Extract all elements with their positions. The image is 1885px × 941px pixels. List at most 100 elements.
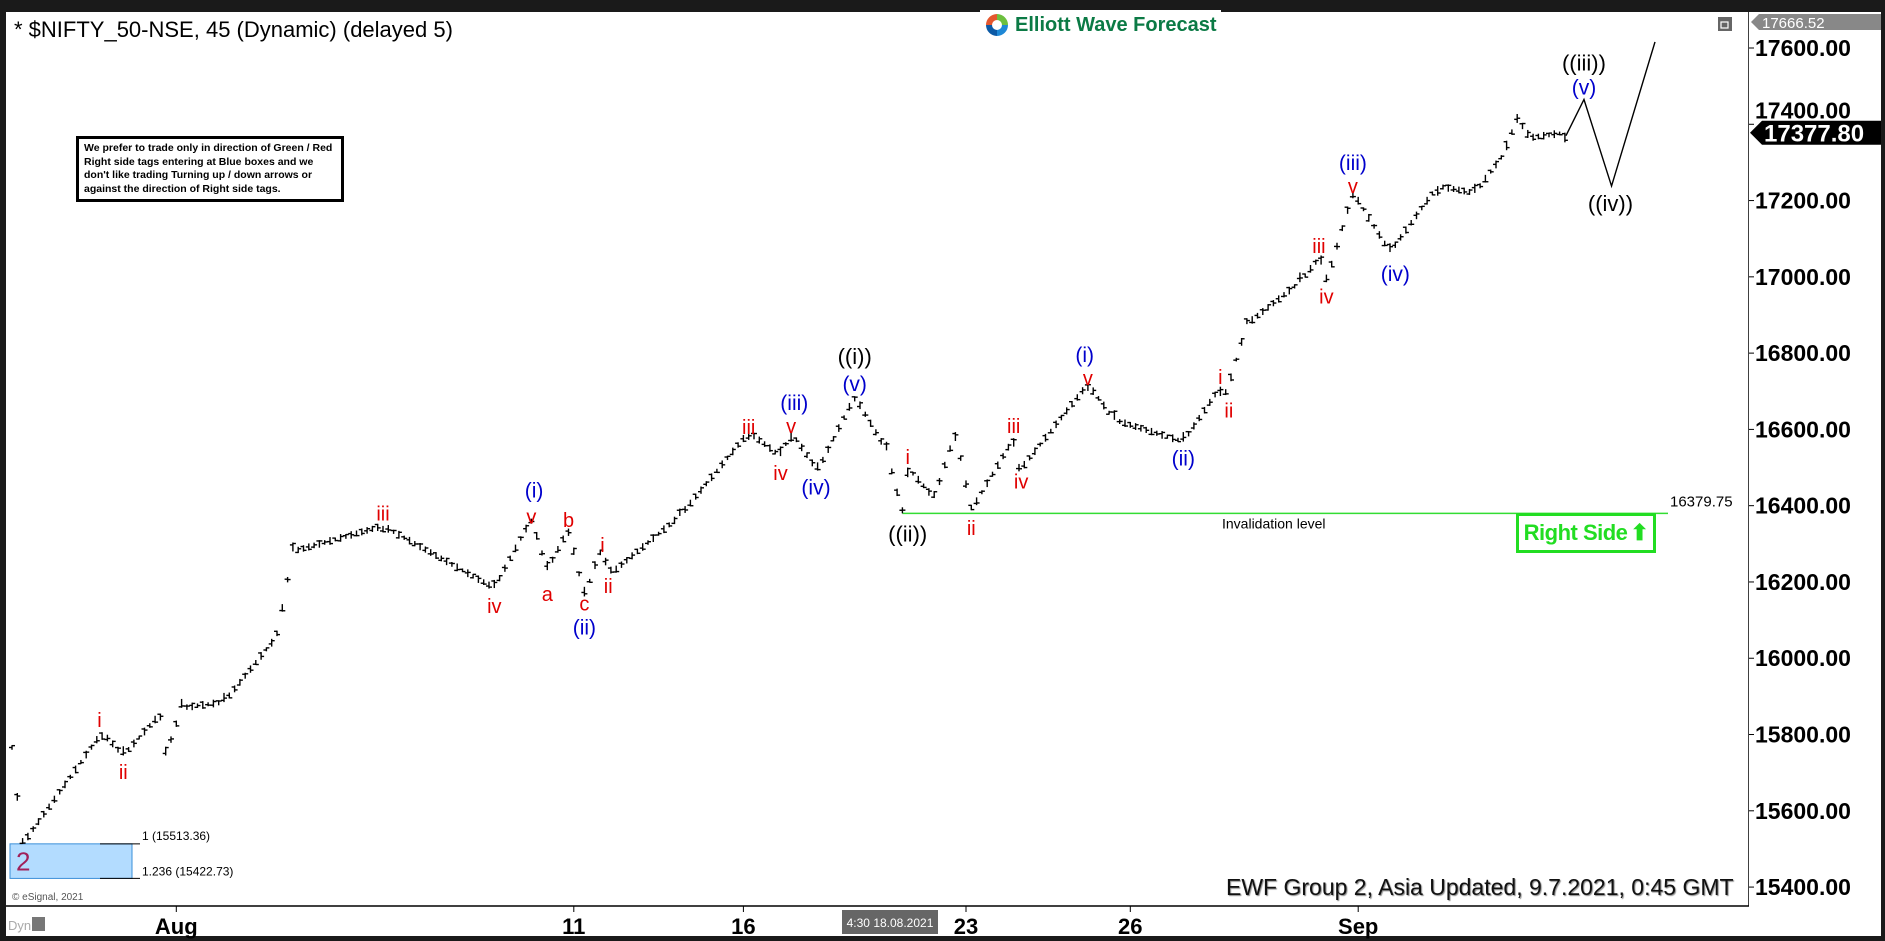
wave-label-minor: iv bbox=[487, 596, 501, 618]
wave-label-minor: iii bbox=[1312, 236, 1325, 258]
wave-label-minor: ii bbox=[604, 576, 613, 598]
updated-footer: EWF Group 2, Asia Updated, 9.7.2021, 0:4… bbox=[1226, 874, 1734, 900]
copyright: © eSignal, 2021 bbox=[12, 892, 84, 903]
price-bar bbox=[984, 479, 991, 488]
price-bar bbox=[1249, 316, 1256, 324]
y-tick-label: 17400.00 bbox=[1755, 98, 1851, 124]
price-bar bbox=[162, 746, 169, 756]
price-bar bbox=[146, 723, 153, 728]
price-bar bbox=[888, 468, 895, 475]
price-bar bbox=[120, 746, 127, 756]
price-bar bbox=[364, 527, 371, 534]
wave-label-minor: iii bbox=[1007, 416, 1020, 438]
wave-label-minor: b bbox=[563, 510, 574, 532]
price-bar bbox=[51, 795, 58, 803]
price-bar bbox=[1450, 186, 1457, 192]
price-bar bbox=[565, 528, 572, 536]
wave-label-minute: (i) bbox=[525, 479, 544, 502]
price-bar bbox=[1270, 300, 1277, 307]
price-bar bbox=[978, 490, 985, 495]
price-bar bbox=[1084, 384, 1091, 391]
price-bar bbox=[936, 478, 943, 486]
price-bar bbox=[920, 483, 927, 489]
dyn-label: Dyn bbox=[8, 918, 31, 933]
price-bar bbox=[660, 525, 667, 534]
price-bar bbox=[1074, 394, 1081, 401]
price-bar bbox=[1334, 242, 1340, 250]
wave-label-minute: (iv) bbox=[801, 476, 830, 499]
price-bar bbox=[894, 488, 901, 497]
y-tick-label: 17000.00 bbox=[1755, 264, 1851, 290]
fib-label-1236: 1.236 (15422.73) bbox=[142, 864, 233, 878]
wave-label-minor: iii bbox=[742, 417, 755, 439]
price-bar bbox=[353, 530, 360, 537]
price-bar bbox=[136, 735, 143, 740]
price-bar bbox=[1402, 226, 1409, 234]
price-bar bbox=[1418, 205, 1425, 211]
price-bar bbox=[459, 568, 466, 573]
x-tick-label: 23 bbox=[954, 914, 978, 939]
price-bar bbox=[115, 746, 121, 753]
price-bar bbox=[247, 665, 254, 673]
price-bar bbox=[475, 575, 482, 583]
price-bar bbox=[528, 518, 535, 524]
price-bar bbox=[1286, 286, 1293, 295]
price-bar bbox=[1190, 422, 1197, 430]
price-bar bbox=[1477, 183, 1484, 189]
price-bar bbox=[1243, 318, 1250, 325]
price-bar bbox=[581, 586, 588, 597]
price-bar bbox=[671, 516, 678, 525]
wave-label-minor: iv bbox=[773, 463, 787, 485]
price-bar bbox=[480, 579, 487, 585]
price-bar bbox=[1137, 424, 1144, 432]
price-bar bbox=[1053, 420, 1060, 429]
price-bar bbox=[130, 739, 137, 748]
y-tick-label: 17600.00 bbox=[1755, 35, 1851, 61]
wave-label-minor: iv bbox=[1319, 286, 1333, 308]
projection-path bbox=[1565, 41, 1656, 189]
price-bar bbox=[1127, 421, 1134, 428]
price-bar bbox=[957, 455, 964, 461]
x-tick-label: Aug bbox=[155, 914, 198, 939]
price-bar bbox=[1408, 220, 1415, 226]
price-bar bbox=[496, 575, 503, 582]
price-bar bbox=[655, 531, 662, 536]
price-bar bbox=[1493, 160, 1499, 169]
price-bar bbox=[401, 535, 408, 540]
restore-icon-bg bbox=[1718, 17, 1732, 31]
price-bar bbox=[199, 701, 206, 709]
price-bar bbox=[512, 544, 519, 553]
price-bar bbox=[947, 445, 954, 452]
price-bar bbox=[1540, 131, 1547, 140]
crosshair-time: 4:30 18.08.2021 bbox=[847, 916, 934, 930]
price-bar bbox=[692, 493, 699, 500]
y-tick-label: 16600.00 bbox=[1755, 416, 1851, 442]
price-bar bbox=[968, 504, 975, 511]
price-bar bbox=[470, 573, 477, 579]
y-tick-label: 15400.00 bbox=[1755, 874, 1851, 900]
price-bar bbox=[337, 534, 344, 542]
price-bar bbox=[1016, 463, 1022, 472]
price-bar bbox=[295, 546, 302, 554]
price-bar bbox=[1132, 423, 1139, 430]
price-bar bbox=[152, 715, 159, 724]
wave-label-minuette: ((ii)) bbox=[888, 521, 927, 546]
price-bar bbox=[1063, 407, 1070, 415]
price-bar bbox=[1196, 414, 1203, 422]
price-bar bbox=[639, 543, 646, 551]
price-bar bbox=[252, 659, 259, 666]
window-restore-icon[interactable] bbox=[1718, 17, 1732, 31]
price-bar bbox=[1265, 304, 1272, 311]
price-bar bbox=[77, 759, 84, 765]
wave-label-minute: (v) bbox=[842, 373, 867, 396]
price-bar bbox=[1392, 241, 1399, 248]
price-bar bbox=[125, 747, 132, 753]
price-bar bbox=[1461, 187, 1468, 195]
price-bar bbox=[687, 499, 694, 507]
price-bar bbox=[1360, 207, 1367, 212]
price-bar bbox=[835, 424, 842, 432]
price-bar bbox=[973, 497, 980, 506]
price-bar bbox=[1556, 131, 1563, 136]
price-bar bbox=[1413, 211, 1420, 220]
price-bar bbox=[486, 581, 492, 589]
